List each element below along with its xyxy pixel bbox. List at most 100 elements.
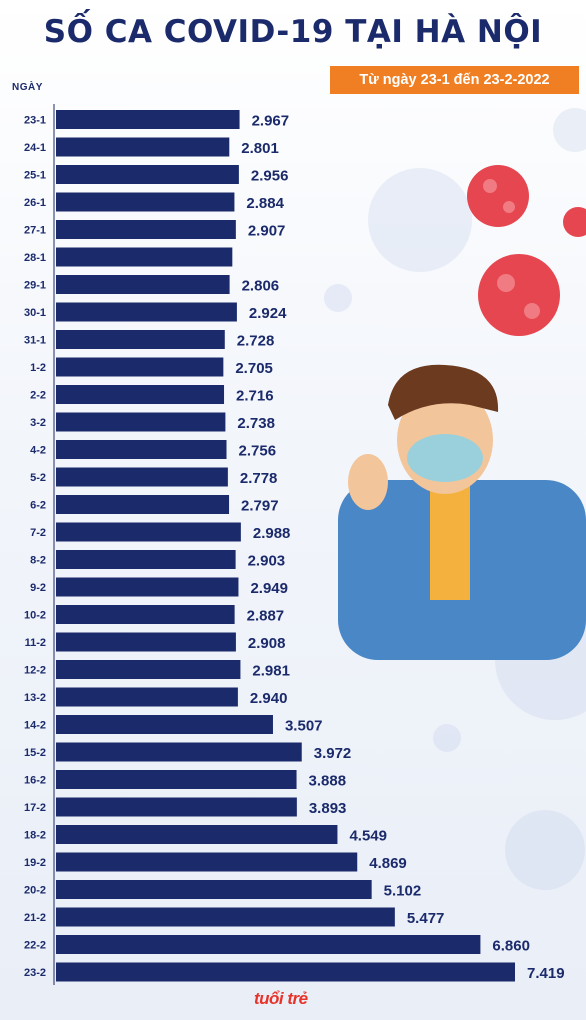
bar — [56, 495, 230, 514]
tick-label: 11-2 — [25, 637, 46, 649]
bar — [56, 192, 235, 212]
bar — [56, 660, 241, 679]
data-label: 2.778 — [240, 470, 278, 487]
bar — [56, 440, 227, 459]
tick-label: 23-2 — [24, 967, 46, 979]
data-label: 5.102 — [384, 883, 422, 900]
tick-label: 10-2 — [24, 610, 46, 622]
bar — [56, 275, 230, 294]
tick-label: 4-2 — [30, 445, 46, 457]
bar — [56, 907, 395, 927]
bar — [56, 137, 230, 157]
data-label: 2.801 — [241, 140, 279, 157]
data-label: 2.956 — [251, 168, 289, 185]
date-range-badge: Từ ngày 23-1 đến 23-2-2022 — [330, 66, 579, 94]
tick-label: 21-2 — [24, 912, 46, 924]
data-label: 2.705 — [235, 360, 273, 377]
bar — [56, 247, 233, 267]
bar — [56, 577, 239, 597]
data-label: 2.949 — [250, 580, 288, 597]
bar — [56, 687, 238, 707]
tick-label: 24-1 — [24, 142, 46, 154]
data-label: 3.507 — [285, 718, 323, 735]
person-illustration — [338, 364, 586, 660]
bar — [56, 302, 237, 322]
data-label: 3.888 — [309, 773, 347, 790]
tick-label: 29-1 — [24, 280, 46, 292]
tick-label: 13-2 — [24, 692, 46, 704]
page-title: SỐ CA COVID-19 TẠI HÀ NỘI — [43, 14, 543, 50]
data-label: 2.884 — [246, 195, 284, 212]
bar — [56, 412, 226, 432]
data-label: 4.549 — [349, 828, 387, 845]
tick-label: 1-2 — [30, 362, 46, 374]
data-label: 3.893 — [309, 800, 347, 817]
bar — [56, 935, 481, 954]
bar — [56, 605, 235, 624]
data-label: 4.869 — [369, 855, 407, 872]
data-label: 2.716 — [236, 388, 274, 405]
data-label: 5.477 — [407, 910, 445, 927]
data-label: 2.756 — [239, 443, 277, 460]
tick-label: 3-2 — [30, 417, 46, 429]
data-label: 2.988 — [253, 525, 291, 542]
tick-label: 8-2 — [30, 555, 46, 567]
tick-label: 9-2 — [30, 582, 46, 594]
data-label: 2.940 — [250, 690, 288, 707]
tick-label: 26-1 — [24, 197, 46, 209]
bar — [56, 770, 297, 789]
tick-label: 15-2 — [24, 747, 46, 759]
bar — [56, 715, 273, 734]
tick-label: 12-2 — [24, 665, 46, 677]
tick-label: 7-2 — [30, 527, 46, 539]
tick-label: 2-2 — [30, 390, 46, 402]
data-label: 2.908 — [248, 635, 286, 652]
tick-label: 25-1 — [24, 170, 46, 182]
tick-label: 20-2 — [24, 885, 46, 897]
tick-label: 14-2 — [24, 720, 46, 732]
tick-label: 23-1 — [24, 115, 46, 127]
data-label: 6.860 — [492, 938, 530, 955]
data-label: 2.806 — [242, 278, 280, 295]
bar — [56, 962, 515, 982]
publisher-logo: tuổi trẻ — [254, 989, 308, 1008]
tick-label: 16-2 — [24, 775, 46, 787]
bar — [56, 880, 372, 899]
data-label: 2.728 — [237, 333, 275, 350]
data-label: 2.797 — [241, 498, 279, 515]
bar — [56, 110, 240, 129]
data-label: 2.981 — [252, 663, 290, 680]
tick-label: 22-2 — [24, 940, 46, 952]
tick-label: 27-1 — [24, 225, 46, 237]
tick-label: 31-1 — [24, 335, 46, 347]
bar — [56, 825, 338, 844]
tick-label: 18-2 — [24, 830, 46, 842]
axis-label: NGÀY — [12, 82, 43, 93]
data-label: 3.972 — [314, 745, 352, 762]
data-label: 2.738 — [237, 415, 275, 432]
data-label: 2.967 — [252, 113, 290, 130]
tick-label: 19-2 — [24, 857, 46, 869]
tick-label: 6-2 — [30, 500, 46, 512]
bar — [56, 797, 297, 817]
bar — [56, 220, 236, 239]
data-label: 2.903 — [248, 553, 286, 570]
bar — [56, 522, 241, 542]
data-label: 2.907 — [248, 223, 286, 240]
data-label: 2.887 — [247, 608, 285, 625]
bar — [56, 385, 225, 404]
data-label: 7.419 — [527, 965, 565, 982]
data-label: 2.924 — [249, 305, 287, 322]
tick-label: 30-1 — [24, 307, 46, 319]
tick-label: 28-1 — [24, 252, 46, 264]
bar — [56, 467, 228, 487]
bar — [56, 357, 224, 377]
tick-label: 5-2 — [30, 472, 46, 484]
bar — [56, 550, 236, 569]
bar — [56, 742, 302, 762]
bar — [56, 330, 225, 349]
bar — [56, 852, 358, 872]
bar — [56, 632, 236, 652]
